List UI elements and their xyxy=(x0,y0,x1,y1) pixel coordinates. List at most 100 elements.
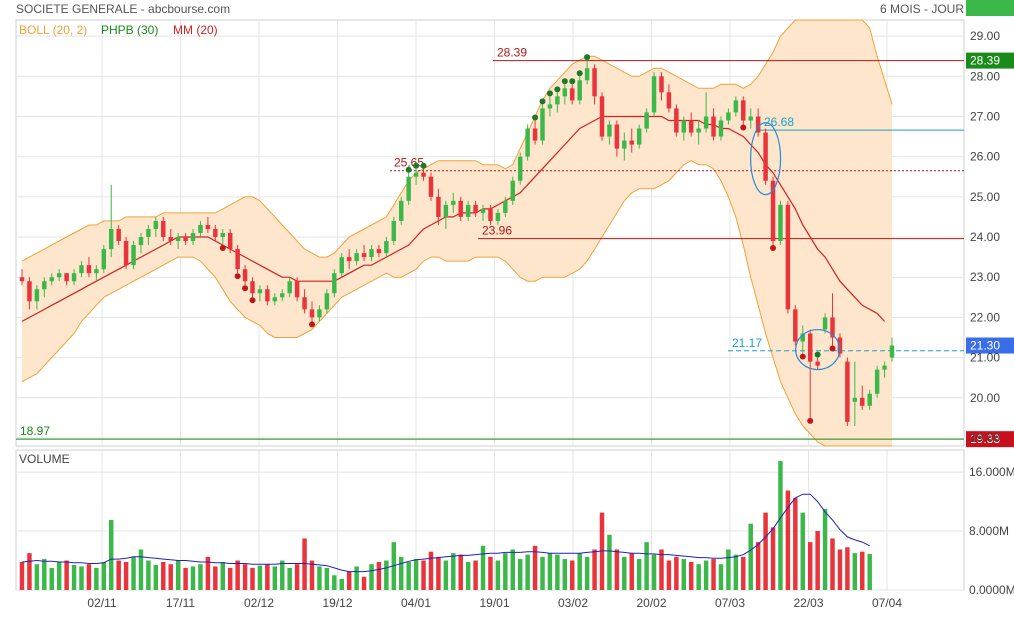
legend-bollinger[interactable]: BOLL (20, 2) xyxy=(19,23,87,37)
last-volume-tag xyxy=(966,0,1014,16)
volume-bar xyxy=(406,562,411,590)
candle-body xyxy=(332,273,337,294)
candle-body xyxy=(376,249,382,254)
candle-body xyxy=(830,317,835,338)
last-volume-tag-text: 4 909K xyxy=(969,0,1007,3)
volume-bar xyxy=(770,527,776,590)
phpb-marker xyxy=(576,70,583,77)
level-price-tag-text: 19.33 xyxy=(970,432,1000,446)
candle-body xyxy=(339,257,344,274)
chart-title: SOCIETE GENERALE - abcbourse.com xyxy=(16,2,230,16)
volume-bar xyxy=(49,567,54,590)
candle-body xyxy=(659,76,664,93)
candle-body xyxy=(71,273,77,282)
candle-body xyxy=(257,289,263,294)
candle-body xyxy=(644,112,649,129)
candle-body xyxy=(406,176,411,201)
volume-bar xyxy=(354,566,359,590)
candle-body xyxy=(681,120,687,133)
candle-body xyxy=(369,249,374,258)
candle-body xyxy=(34,289,40,302)
candle-body xyxy=(711,116,716,137)
candle-body xyxy=(636,128,642,145)
candle-body xyxy=(666,92,672,109)
low-marker xyxy=(740,124,747,131)
candle-body xyxy=(42,281,47,290)
volume-bar xyxy=(309,560,315,590)
candle-body xyxy=(227,233,233,250)
volume-bar xyxy=(570,560,575,590)
candle-body xyxy=(324,293,330,310)
level-label: 21.17 xyxy=(732,336,762,350)
candle-body xyxy=(651,76,657,113)
candle-body xyxy=(867,393,872,406)
volume-bar xyxy=(436,556,441,590)
legend-moving-average[interactable]: MM (20) xyxy=(173,23,218,37)
volume-bar xyxy=(272,566,278,590)
volume-bar xyxy=(815,531,820,590)
volume-bar xyxy=(852,553,858,590)
candle-body xyxy=(570,88,575,101)
volume-bar xyxy=(480,545,486,590)
candle-body xyxy=(845,361,850,422)
candle-body xyxy=(517,156,523,181)
volume-bar xyxy=(294,564,300,590)
low-marker xyxy=(234,273,241,280)
volume-bar xyxy=(807,542,813,590)
candle-body xyxy=(86,265,92,274)
candle-body xyxy=(785,204,791,310)
level-label: 26.68 xyxy=(764,115,794,129)
volume-bar xyxy=(131,556,136,590)
volume-bar xyxy=(280,560,285,590)
volume-average-line xyxy=(21,493,870,573)
phpb-marker xyxy=(420,162,427,169)
volume-bar xyxy=(227,567,233,590)
candle-body xyxy=(755,116,761,133)
candle-body xyxy=(123,241,129,266)
candle-body xyxy=(614,124,620,149)
volume-bar xyxy=(19,562,25,590)
volume-bar xyxy=(748,523,753,590)
candle-body xyxy=(354,253,359,262)
volume-bar xyxy=(822,508,828,590)
x-tick-label: 04/01 xyxy=(401,596,431,610)
volume-bar xyxy=(324,567,330,590)
volume-bar xyxy=(443,560,449,590)
price-tick-label: 25.00 xyxy=(970,190,1000,204)
candle-body xyxy=(465,204,471,217)
volume-bar xyxy=(220,562,225,590)
level-price-tag-text: 28.39 xyxy=(970,54,1000,68)
candle-body xyxy=(525,128,530,157)
level-price-tag xyxy=(966,431,1014,448)
volume-bar xyxy=(755,542,761,590)
volume-tick-label: 8.000M xyxy=(969,524,1009,538)
candle-body xyxy=(503,200,508,213)
candle-body xyxy=(280,293,285,298)
volume-bar xyxy=(369,564,374,590)
volume-bar xyxy=(778,461,783,590)
candle-body xyxy=(703,116,709,129)
volume-bar xyxy=(317,566,322,590)
volume-bar xyxy=(198,564,203,590)
last-price-tag xyxy=(966,337,1014,354)
legend-phpb[interactable]: PHPB (30) xyxy=(101,23,158,37)
candle-body xyxy=(607,124,612,137)
volume-bar xyxy=(517,559,523,590)
candle-body xyxy=(480,208,486,213)
volume-bar xyxy=(123,562,129,590)
volume-bar xyxy=(800,512,805,590)
candle-body xyxy=(577,80,582,101)
candle-body xyxy=(384,241,389,254)
x-tick-label: 19/01 xyxy=(479,596,509,610)
candle-body xyxy=(94,269,99,274)
low-marker xyxy=(219,245,226,252)
volume-bar xyxy=(696,564,701,590)
volume-bar xyxy=(733,554,739,590)
candle-body xyxy=(473,204,478,213)
phpb-marker xyxy=(532,114,539,121)
candle-body xyxy=(64,273,69,282)
price-tick-label: 19.00 xyxy=(970,431,1000,445)
low-marker xyxy=(770,245,777,252)
volume-bar xyxy=(183,567,188,590)
